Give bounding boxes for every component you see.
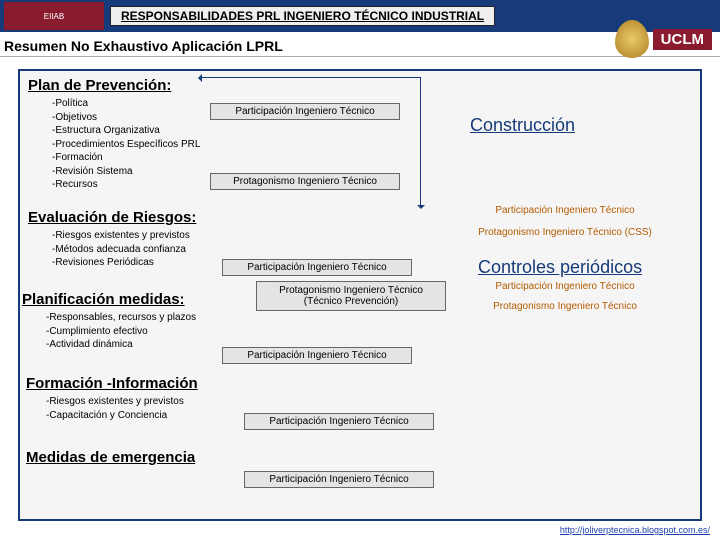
diagram-canvas: Plan de Prevención: -Política-Objetivos-… [0,57,720,537]
label-controles: Controles periódicos [478,257,642,278]
shield-icon [615,20,649,58]
section-eval-bullets: -Riesgos existentes y previstos-Métodos … [52,229,190,270]
tag-plan-prot: Protagonismo Ingeniero Técnico [210,173,400,190]
arrow-top [200,77,420,78]
section-plan-bullets: -Política-Objetivos-Estructura Organizat… [52,97,200,192]
tag-plan-part: Participación Ingeniero Técnico [210,103,400,120]
section-eval-title: Evaluación de Riesgos: [28,209,196,226]
logo-uclm: UCLM [653,29,712,50]
right-part-1: Participación Ingeniero Técnico [460,205,670,216]
right-prot-css: Protagonismo Ingeniero Técnico (CSS) [460,227,670,238]
tag-eval-part: Participación Ingeniero Técnico [222,259,412,276]
section-plan-title: Plan de Prevención: [28,77,171,94]
page-title: RESPONSABILIDADES PRL INGENIERO TÉCNICO … [110,6,495,26]
tag-planif-part: Participación Ingeniero Técnico [222,347,412,364]
logo-right-group: UCLM [615,20,712,58]
right-prot: Protagonismo Ingeniero Técnico [460,301,670,312]
section-planif-title: Planificación medidas: [22,291,185,308]
tag-form-part: Participación Ingeniero Técnico [244,413,434,430]
tag-emer-part: Participación Ingeniero Técnico [244,471,434,488]
header-bar: EIIAB RESPONSABILIDADES PRL INGENIERO TÉ… [0,0,720,32]
subtitle: Resumen No Exhaustivo Aplicación LPRL [0,32,720,57]
arrow-right-down [420,77,421,207]
footer-link[interactable]: http://joliverptecnica.blogspot.com.es/ [560,525,710,535]
section-emer-title: Medidas de emergencia [26,449,195,466]
logo-eiiab: EIIAB [4,2,104,30]
label-construccion: Construcción [470,115,575,136]
section-planif-bullets: -Responsables, recursos y plazos-Cumplim… [46,311,196,352]
section-form-bullets: -Riesgos existentes y previstos-Capacita… [46,395,184,422]
right-part-2: Participación Ingeniero Técnico [460,281,670,292]
section-form-title: Formación -Información [26,375,198,392]
tag-planif-prot: Protagonismo Ingeniero Técnico (Técnico … [256,281,446,311]
